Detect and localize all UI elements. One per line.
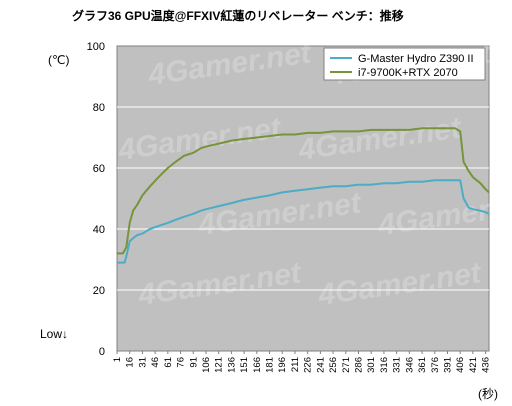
x-tick-label: 76 (176, 357, 187, 368)
x-tick-label: 1 (112, 357, 123, 362)
x-tick-label: 376 (430, 357, 441, 373)
series-line (117, 127, 490, 255)
x-tick-label: 196 (277, 357, 288, 373)
x-tick-label: 286 (354, 357, 365, 373)
y-tick-label: 20 (93, 285, 105, 297)
x-tick-label: 271 (341, 357, 352, 373)
x-tick-label: 211 (290, 357, 301, 372)
x-tick-label: 166 (252, 357, 263, 373)
x-tick-label: 226 (303, 357, 314, 373)
chart-title: グラフ36 GPU温度@FFXIV紅蓮のリベレーター ベンチ：推移 (72, 8, 404, 23)
legend-box (323, 47, 486, 81)
x-tick-label: 391 (442, 357, 453, 373)
x-tick-label: 361 (417, 357, 428, 373)
x-tick-label: 256 (328, 357, 339, 373)
x-tick-label: 436 (481, 357, 492, 373)
y-tick-labels: 0 20 40 60 80 100 (87, 41, 105, 358)
x-tick-label: 151 (239, 357, 250, 373)
x-tick-label: 46 (150, 357, 161, 368)
x-tick-label: 406 (455, 357, 466, 373)
x-tick-label: 91 (188, 357, 199, 368)
y-tick-label: 0 (99, 346, 105, 358)
x-tick-label: 106 (201, 357, 212, 373)
x-tick-label: 316 (379, 357, 390, 373)
legend: G-Master Hydro Z390 II i7-9700K+RTX 2070 (323, 47, 486, 81)
series-line (117, 179, 490, 264)
x-tick-label: 136 (226, 357, 237, 373)
legend-label: i7-9700K+RTX 2070 (358, 67, 458, 79)
x-tick-label: 121 (214, 357, 225, 373)
x-tick-label: 181 (265, 357, 276, 373)
y-tick-label: 80 (93, 102, 105, 114)
x-tick-label: 31 (137, 357, 148, 368)
low-label: Low↓ (40, 327, 68, 341)
x-tick-label: 16 (125, 357, 136, 368)
x-tick-label: 346 (404, 357, 415, 373)
x-tick-label: 241 (315, 357, 326, 373)
y-axis-label: (℃) (48, 53, 69, 67)
x-tick-labels: 1 16 31 46 61 76 91 106 121 136 151 166 181 196 211 226… (112, 351, 492, 373)
x-tick-label: 61 (163, 357, 174, 368)
y-tick-label: 40 (93, 224, 105, 236)
y-tick-label: 100 (87, 41, 105, 53)
x-tick-label: 301 (366, 357, 377, 373)
x-tick-label: 421 (468, 357, 479, 373)
grid-lines (117, 106, 489, 291)
x-axis-label: (秒) (478, 387, 498, 401)
x-tick-label: 331 (392, 357, 403, 373)
legend-label: G-Master Hydro Z390 II (358, 53, 474, 65)
plot-area (116, 45, 490, 352)
y-tick-label: 60 (93, 163, 105, 175)
series-layer (117, 127, 490, 264)
